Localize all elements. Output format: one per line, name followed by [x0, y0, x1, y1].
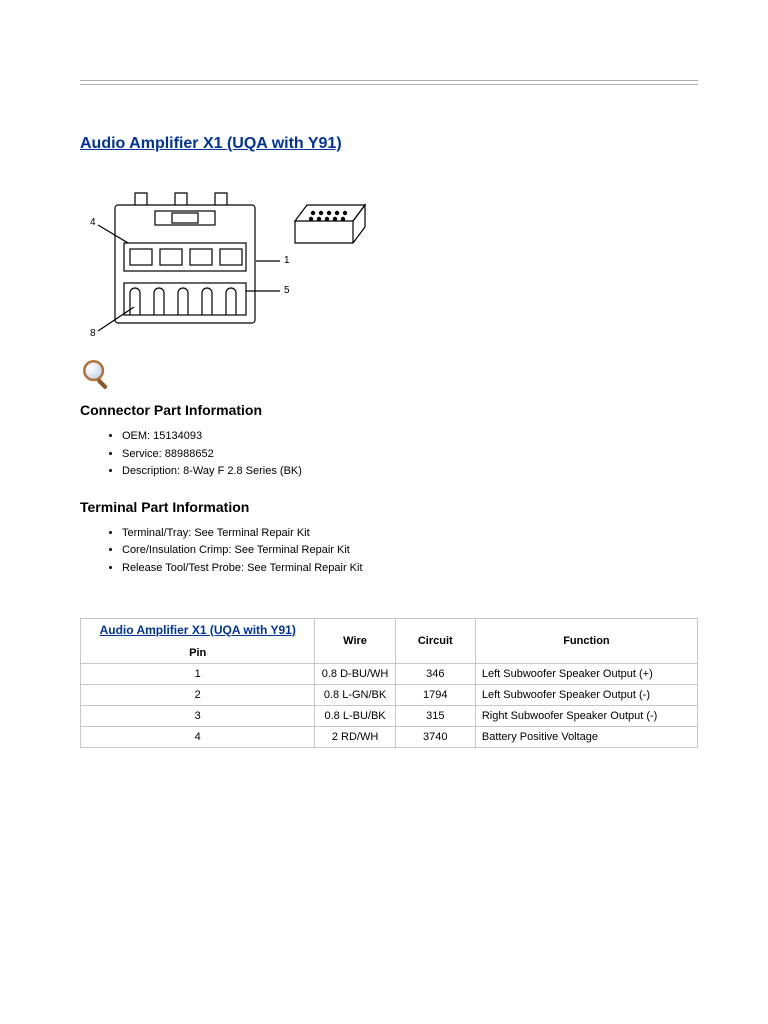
title-link[interactable]: Audio Amplifier X1 (UQA with Y91) [80, 135, 698, 153]
cell-pin: 1 [81, 663, 315, 684]
list-item: Core/Insulation Crimp: See Terminal Repa… [122, 542, 698, 560]
cell-circuit: 1794 [395, 684, 475, 705]
page-divider [80, 80, 698, 85]
table-row: 4 2 RD/WH 3740 Battery Positive Voltage [81, 726, 698, 747]
cell-wire: 2 RD/WH [315, 726, 395, 747]
list-item: Release Tool/Test Probe: See Terminal Re… [122, 560, 698, 578]
list-item: Terminal/Tray: See Terminal Repair Kit [122, 525, 698, 543]
cell-function: Left Subwoofer Speaker Output (+) [475, 663, 697, 684]
magnify-icon[interactable] [80, 357, 698, 396]
terminal-info-heading: Terminal Part Information [80, 499, 698, 515]
table-header-row: Audio Amplifier X1 (UQA with Y91) Pin Wi… [81, 618, 698, 663]
list-item: Description: 8-Way F 2.8 Series (BK) [122, 463, 698, 481]
col-function: Function [475, 618, 697, 663]
list-item: Service: 88988652 [122, 446, 698, 464]
connector-info-heading: Connector Part Information [80, 402, 698, 418]
cell-function: Battery Positive Voltage [475, 726, 697, 747]
col-wire: Wire [315, 618, 395, 663]
terminal-info-list: Terminal/Tray: See Terminal Repair Kit C… [80, 525, 698, 578]
table-row: 1 0.8 D-BU/WH 346 Left Subwoofer Speaker… [81, 663, 698, 684]
cell-circuit: 346 [395, 663, 475, 684]
diagram-pin-5: 5 [284, 285, 290, 296]
cell-pin: 4 [81, 726, 315, 747]
cell-function: Right Subwoofer Speaker Output (-) [475, 705, 697, 726]
table-title-link[interactable]: Audio Amplifier X1 (UQA with Y91) [100, 623, 296, 637]
diagram-pin-8: 8 [90, 328, 96, 339]
cell-function: Left Subwoofer Speaker Output (-) [475, 684, 697, 705]
table-row: 3 0.8 L-BU/BK 315 Right Subwoofer Speake… [81, 705, 698, 726]
pinout-table: Audio Amplifier X1 (UQA with Y91) Pin Wi… [80, 618, 698, 748]
table-row: 2 0.8 L-GN/BK 1794 Left Subwoofer Speake… [81, 684, 698, 705]
cell-wire: 0.8 D-BU/WH [315, 663, 395, 684]
cell-pin: 3 [81, 705, 315, 726]
col-pin: Pin [87, 647, 308, 659]
cell-circuit: 3740 [395, 726, 475, 747]
cell-wire: 0.8 L-GN/BK [315, 684, 395, 705]
connector-diagram: 4 8 1 5 [80, 183, 380, 353]
list-item: OEM: 15134093 [122, 428, 698, 446]
diagram-pin-1: 1 [284, 255, 290, 266]
cell-circuit: 315 [395, 705, 475, 726]
cell-pin: 2 [81, 684, 315, 705]
col-circuit: Circuit [395, 618, 475, 663]
connector-info-list: OEM: 15134093 Service: 88988652 Descript… [80, 428, 698, 481]
cell-wire: 0.8 L-BU/BK [315, 705, 395, 726]
diagram-pin-4: 4 [90, 217, 96, 228]
